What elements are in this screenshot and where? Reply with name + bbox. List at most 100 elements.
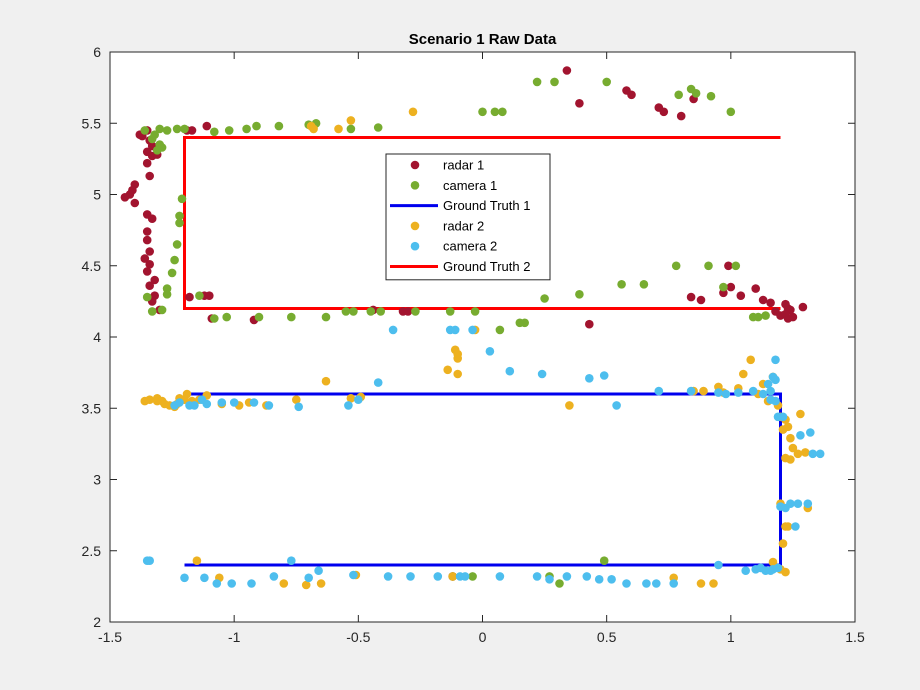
data-point-camera-2 (642, 579, 651, 588)
data-point-camera-1 (175, 218, 184, 228)
data-point-camera-1 (411, 307, 420, 316)
data-point-camera-2 (294, 402, 304, 412)
data-point-camera-1 (157, 143, 167, 152)
data-point-radar-2 (796, 409, 805, 419)
series-lines (183, 136, 782, 567)
data-point-camera-2 (247, 579, 256, 588)
data-point-radar-2 (443, 365, 453, 375)
data-point-radar-2 (182, 389, 192, 399)
data-point-camera-1 (719, 282, 728, 292)
data-point-camera-2 (686, 386, 696, 396)
data-point-radar-1 (205, 291, 214, 301)
legend-entry-radar-1[interactable]: radar 1 (410, 158, 485, 173)
data-point-camera-2 (264, 401, 274, 410)
data-point-camera-1 (162, 126, 172, 135)
legend-marker-swatch (410, 241, 420, 251)
data-point-radar-2 (292, 395, 301, 405)
data-point-radar-2 (801, 448, 810, 457)
data-point-camera-2 (796, 431, 805, 440)
series-camera-1 (140, 77, 770, 588)
data-point-camera-1 (252, 121, 261, 131)
data-point-camera-2 (766, 386, 775, 396)
x-tick-label: -1 (228, 629, 241, 645)
data-point-camera-2 (373, 378, 383, 387)
data-point-radar-1 (130, 198, 140, 208)
data-point-camera-2 (599, 371, 609, 380)
legend-entry-radar-2[interactable]: radar 2 (410, 218, 485, 233)
data-point-camera-1 (495, 325, 505, 335)
data-point-radar-2 (192, 556, 202, 565)
legend-entry-ground-truth-1[interactable]: Ground Truth 1 (390, 198, 530, 213)
data-point-camera-1 (147, 134, 157, 144)
y-tick-label: 3.5 (82, 400, 102, 416)
data-point-camera-2 (354, 395, 363, 405)
data-point-radar-2 (696, 579, 706, 588)
data-point-camera-2 (314, 566, 323, 575)
data-point-camera-1 (254, 312, 264, 322)
legend[interactable]: radar 1 camera 1 Ground Truth 1 radar 2 came… (385, 153, 551, 281)
data-point-camera-1 (242, 124, 251, 134)
data-point-camera-2 (145, 556, 154, 565)
data-point-camera-2 (582, 572, 592, 581)
data-point-camera-1 (155, 124, 164, 134)
data-point-radar-2 (778, 539, 788, 548)
data-point-camera-1 (172, 124, 182, 134)
data-point-camera-2 (594, 575, 604, 584)
data-point-camera-2 (383, 572, 393, 581)
data-point-camera-1 (142, 292, 152, 302)
data-point-camera-1 (366, 307, 376, 316)
data-point-camera-1 (346, 124, 356, 134)
data-point-camera-1 (540, 294, 549, 303)
data-point-camera-1 (550, 77, 559, 87)
data-point-camera-1 (224, 126, 234, 135)
legend-box (385, 153, 551, 281)
data-point-radar-2 (334, 124, 343, 134)
data-point-camera-2 (607, 575, 616, 584)
data-point-camera-1 (691, 89, 701, 98)
legend-entry-ground-truth-2[interactable]: Ground Truth 2 (390, 259, 530, 274)
data-point-radar-2 (786, 455, 795, 464)
data-point-camera-2 (212, 579, 222, 588)
y-tick-label: 5.5 (82, 115, 102, 131)
x-tick-label: -1.5 (98, 629, 122, 645)
data-point-camera-1 (170, 255, 179, 265)
data-point-camera-2 (669, 579, 678, 588)
x-tick-label: -0.5 (346, 629, 370, 645)
data-point-camera-2 (654, 386, 664, 396)
legend-entry-camera-2[interactable]: camera 2 (410, 239, 498, 254)
data-point-radar-1 (627, 90, 636, 100)
data-point-camera-2 (180, 573, 189, 583)
data-point-camera-1 (498, 107, 507, 117)
x-tick-label: 0 (479, 629, 487, 645)
data-point-camera-2 (406, 572, 415, 581)
data-point-radar-2 (783, 422, 793, 432)
data-point-radar-2 (786, 433, 795, 443)
data-point-camera-1 (147, 307, 157, 316)
data-point-camera-2 (768, 372, 778, 382)
data-point-radar-2 (453, 349, 463, 359)
data-point-camera-2 (229, 398, 239, 407)
data-point-radar-1 (696, 295, 706, 305)
x-tick-label: 0.5 (597, 629, 617, 645)
data-point-camera-2 (815, 449, 825, 459)
data-point-camera-2 (562, 572, 572, 581)
data-point-camera-1 (445, 307, 455, 316)
data-point-radar-2 (565, 401, 574, 410)
data-point-camera-2 (537, 369, 547, 379)
data-point-camera-2 (741, 566, 750, 575)
y-tick-label: 2.5 (82, 543, 102, 559)
data-point-radar-1 (788, 312, 798, 322)
data-point-camera-2 (505, 366, 515, 376)
data-point-camera-2 (808, 449, 818, 459)
data-point-radar-2 (783, 522, 793, 531)
data-point-camera-2 (349, 570, 358, 580)
data-point-radar-1 (686, 292, 696, 302)
data-point-radar-2 (346, 394, 356, 403)
data-point-camera-2 (433, 572, 443, 581)
data-point-camera-1 (373, 123, 383, 132)
data-point-radar-1 (145, 260, 154, 269)
data-point-camera-2 (197, 395, 207, 405)
legend-entry-camera-1[interactable]: camera 1 (410, 178, 498, 193)
data-point-camera-2 (714, 388, 723, 397)
